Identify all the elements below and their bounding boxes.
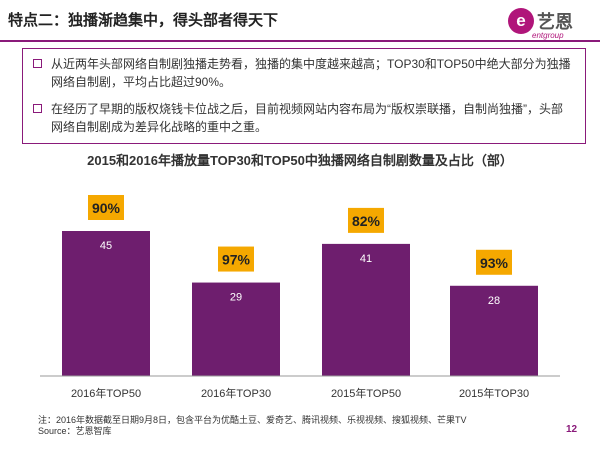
bar-value-label: 29 bbox=[230, 292, 242, 304]
category-label: 2015年TOP50 bbox=[331, 386, 401, 400]
bar-value-label: 45 bbox=[100, 240, 112, 252]
percent-label: 90% bbox=[92, 200, 121, 216]
footer-source: Source：艺恩智库 bbox=[38, 426, 112, 436]
bar-value-label: 28 bbox=[488, 295, 500, 307]
category-label: 2016年TOP50 bbox=[71, 386, 141, 400]
percent-label-box bbox=[218, 246, 254, 272]
logo-icon: e bbox=[508, 8, 534, 34]
percent-label: 82% bbox=[352, 213, 381, 229]
header-divider bbox=[0, 40, 600, 42]
logo-subtext: entgroup bbox=[532, 31, 564, 40]
bullet-square-icon bbox=[33, 59, 42, 68]
bar bbox=[62, 231, 150, 376]
bar bbox=[450, 285, 538, 376]
percent-label: 97% bbox=[222, 252, 251, 268]
percent-label-box bbox=[348, 207, 384, 233]
summary-box: 从近两年头部网络自制剧独播走势看，独播的集中度越来越高；TOP30和TOP50中… bbox=[22, 48, 586, 144]
bullet-square-icon bbox=[33, 104, 42, 113]
entgroup-logo: e 艺恩 entgroup bbox=[508, 6, 590, 42]
page-title: 特点二：独播渐趋集中，得头部者得天下 bbox=[8, 12, 279, 29]
percent-label-box bbox=[476, 249, 512, 275]
percent-label: 93% bbox=[480, 255, 509, 271]
footer-note: 注：2016年数据截至日期9月8日，包含平台为优酷土豆、爱奇艺、腾讯视频、乐视视… bbox=[38, 415, 467, 425]
category-label: 2016年TOP30 bbox=[201, 386, 271, 400]
bar-value-label: 41 bbox=[360, 253, 372, 265]
percent-label-box bbox=[88, 195, 124, 220]
page-number: 12 bbox=[566, 424, 578, 435]
logo-name: 艺恩 bbox=[537, 12, 573, 32]
bar bbox=[322, 243, 410, 376]
chart-title: 2015和2016年播放量TOP30和TOP50中独播网络自制剧数量及占比（部） bbox=[87, 153, 513, 168]
summary-bullet-text: 在经历了早期的版权烧钱卡位战之后，目前视频网站内容布局为“版权崇联播，自制尚独播… bbox=[51, 102, 563, 134]
bar bbox=[192, 282, 280, 376]
footer-notes: 注：2016年数据截至日期9月8日，包含平台为优酷土豆、爱奇艺、腾讯视频、乐视视… bbox=[38, 415, 467, 437]
category-label: 2015年TOP30 bbox=[459, 386, 529, 400]
summary-bullet-text: 从近两年头部网络自制剧独播走势看，独播的集中度越来越高；TOP30和TOP50中… bbox=[51, 57, 571, 89]
